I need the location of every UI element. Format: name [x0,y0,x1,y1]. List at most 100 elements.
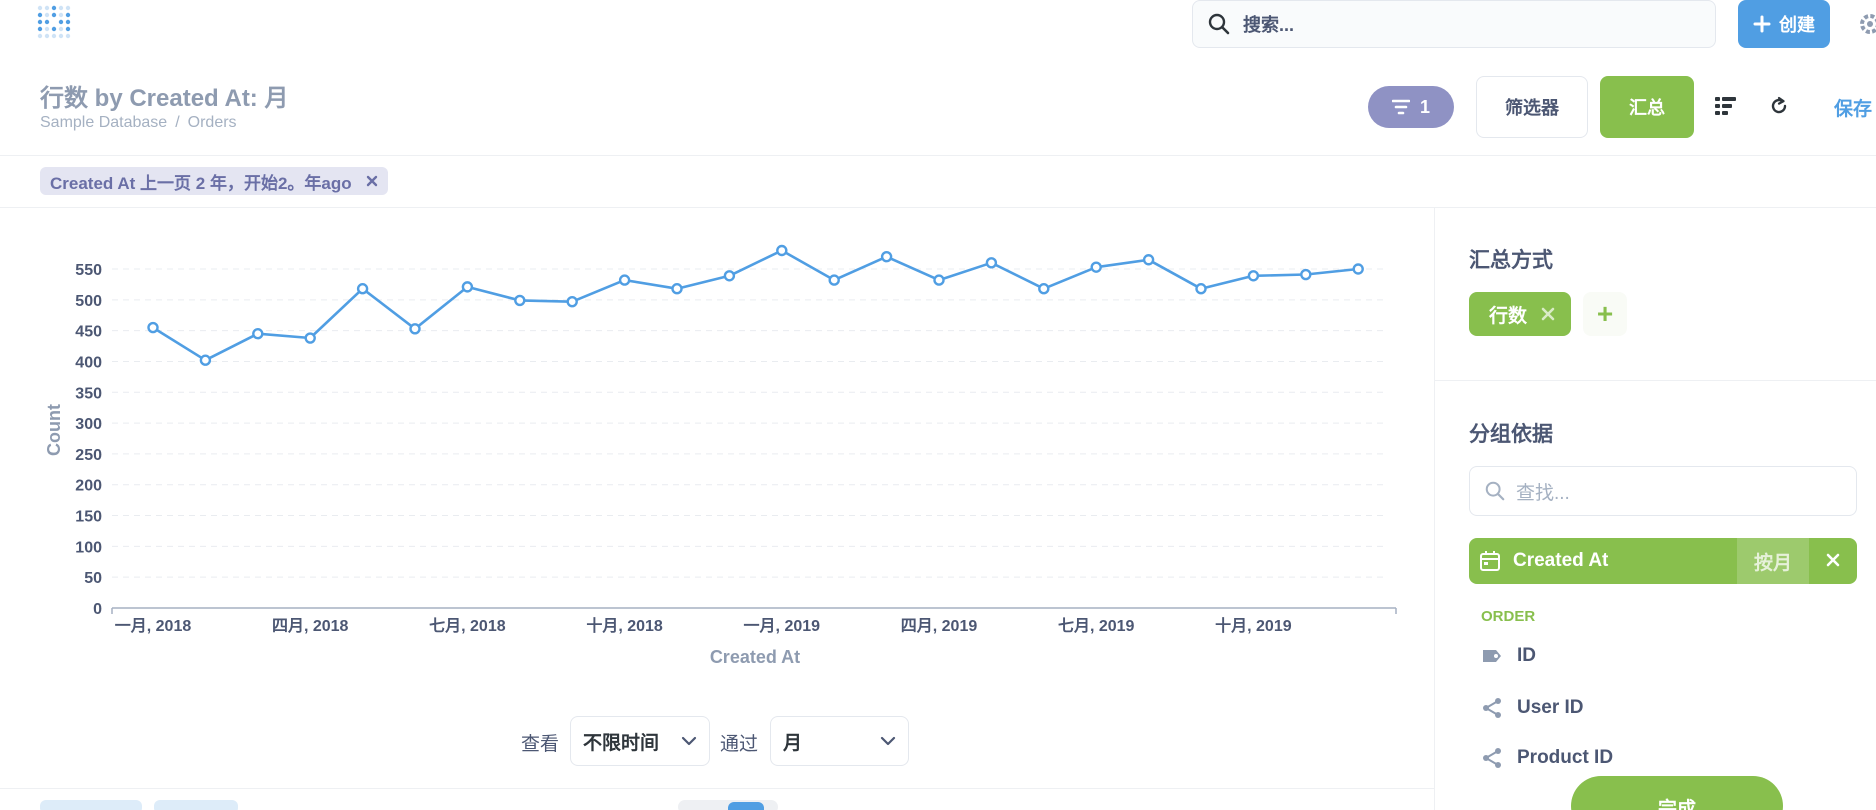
y-tick-label: 200 [75,478,102,495]
data-point[interactable] [566,295,578,308]
notebook-editor-icon[interactable] [1715,96,1737,116]
done-button[interactable]: 完成 [1571,776,1783,810]
data-point[interactable] [1352,263,1364,275]
filter-pill-label: Created At 上一页 2 年，开始2。年ago [50,173,352,193]
by-label: 通过 [720,734,759,755]
data-point[interactable] [1142,254,1155,266]
breadcrumb-separator: / [175,114,180,131]
gear-icon[interactable] [1856,12,1876,36]
sidebar-divider [1435,380,1876,381]
data-point[interactable] [671,283,683,295]
breadcrumb: Sample Database / Orders [40,114,237,132]
add-metric-button[interactable]: + [1583,292,1627,336]
refresh-icon[interactable] [1768,95,1790,117]
filter-icon [1391,99,1410,115]
chart-grid [112,268,1388,578]
data-point[interactable] [828,274,840,286]
create-button[interactable]: 创建 [1738,0,1830,48]
search-icon [1485,481,1505,501]
dimension-search-placeholder: 查找... [1516,482,1570,504]
field-item-id[interactable]: ID [1481,645,1536,667]
x-axis-ticks: 一月, 2018 四月, 2018 七月, 2018 十月, 2018 一月, 2019… [111,608,1397,635]
summarize-button[interactable]: 汇总 [1600,76,1694,138]
y-tick-label: 550 [75,262,102,279]
field-label: ID [1517,645,1536,666]
filter-pill[interactable]: Created At 上一页 2 年，开始2。年ago [40,167,388,195]
y-tick-label: 400 [75,354,102,371]
filter-count-badge[interactable]: 1 [1368,86,1454,128]
y-tick-label: 100 [75,539,102,556]
footer-settings-button[interactable] [154,800,238,810]
data-point[interactable] [1090,261,1102,273]
data-point[interactable] [1038,283,1050,295]
view-toggle[interactable] [678,800,778,810]
close-icon[interactable] [1541,307,1555,321]
close-icon [1826,553,1840,566]
group-by-heading: 分组依据 [1469,423,1553,446]
table-group-label: ORDER [1481,608,1536,625]
y-tick-label: 0 [93,601,102,618]
close-icon[interactable] [366,175,378,187]
filter-button[interactable]: 筛选器 [1476,76,1588,138]
data-point[interactable] [147,321,159,334]
data-point[interactable] [514,294,526,307]
x-axis-label: Created At [710,647,800,667]
y-tick-label: 300 [75,416,102,433]
breadcrumb-table[interactable]: Orders [187,114,237,131]
data-point[interactable] [1247,270,1260,282]
chevron-down-icon [880,736,896,746]
data-point[interactable] [776,244,788,257]
granularity-select[interactable]: 月 [770,716,909,766]
footer-visualization-button[interactable] [40,800,142,810]
dimension-search-input[interactable]: 查找... [1469,466,1857,516]
remove-dimension-button[interactable] [1809,550,1857,573]
metabase-logo[interactable] [36,4,76,44]
data-point[interactable] [304,332,316,344]
data-point[interactable] [252,328,264,340]
calendar-icon [1480,551,1500,571]
y-tick-label: 250 [75,447,102,464]
connections-icon [1483,748,1501,768]
active-dimension-row[interactable]: Created At 按月 [1469,538,1857,584]
global-search-input[interactable]: 搜索... [1192,0,1716,48]
data-point[interactable] [356,283,369,295]
x-tick-label: 一月, 2018 [115,617,192,635]
data-point[interactable] [933,274,945,286]
data-point[interactable] [618,274,631,286]
field-item-user-id[interactable]: User ID [1481,697,1584,719]
data-point[interactable] [723,270,736,282]
metric-pill[interactable]: 行数 [1469,292,1571,336]
metric-label: 行数 [1489,305,1528,327]
x-tick-label: 七月, 2018 [429,617,506,635]
data-point[interactable] [1300,268,1312,281]
x-tick-label: 十月, 2019 [1215,616,1292,635]
data-point[interactable] [409,323,421,335]
dimension-bucket-select[interactable]: 按月 [1737,538,1809,584]
data-point[interactable] [461,281,474,293]
connections-icon [1483,698,1501,718]
y-axis-ticks: 0 50 100 150 200 250 300 350 400 450 500 550 [75,262,102,618]
footer-divider [0,788,1434,789]
series-line [152,249,1359,362]
search-icon [1208,13,1230,35]
field-label: User ID [1517,697,1584,718]
data-point[interactable] [1195,283,1207,295]
y-tick-label: 350 [75,385,102,402]
x-tick-label: 七月, 2019 [1058,617,1135,635]
summarize-sidebar: 汇总方式 行数 + 分组依据 查找... Created At 按月 ORDER… [1434,208,1876,810]
data-point[interactable] [199,354,212,366]
y-axis-label: Count [44,404,64,456]
save-button[interactable]: 保存 [1834,99,1873,120]
x-tick-label: 四月, 2019 [901,617,978,635]
time-range-select[interactable]: 不限时间 [570,716,710,766]
filter-count: 1 [1419,96,1430,117]
data-point[interactable] [880,250,893,263]
view-toggle-knob [728,802,764,810]
data-point[interactable] [985,257,998,269]
field-item-product-id[interactable]: Product ID [1481,747,1613,769]
y-tick-label: 450 [75,324,102,341]
create-button-label: 创建 [1779,15,1815,35]
series-points [147,244,1364,366]
breadcrumb-database[interactable]: Sample Database [40,114,168,131]
granularity-value: 月 [783,732,803,754]
